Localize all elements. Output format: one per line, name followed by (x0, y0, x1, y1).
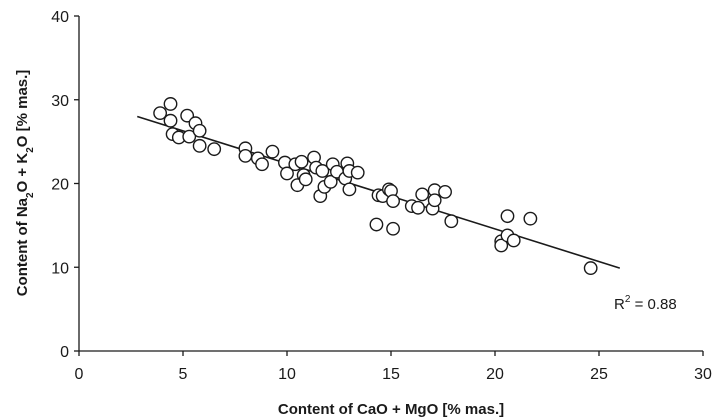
data-point (153, 106, 168, 121)
data-point (411, 200, 425, 215)
x-tick-label: 25 (590, 366, 608, 383)
x-tick-label: 15 (382, 366, 400, 383)
data-point (192, 123, 207, 138)
y-tick-label: 30 (51, 93, 69, 110)
data-point (255, 157, 269, 172)
data-point (506, 233, 521, 248)
data-point (444, 214, 459, 229)
data-point (323, 174, 338, 189)
data-point (350, 165, 365, 180)
data-point (438, 184, 452, 199)
x-tick-label: 30 (694, 366, 712, 383)
data-point (163, 97, 178, 111)
x-tick-label: 5 (179, 366, 188, 383)
y-tick-label: 40 (51, 9, 69, 26)
r-squared-annotation: R2 = 0.88 (614, 294, 677, 313)
data-point (207, 142, 222, 157)
x-tick-label: 0 (75, 366, 84, 383)
data-point (494, 238, 509, 253)
y-tick-label: 0 (60, 344, 69, 361)
data-point (265, 144, 280, 159)
x-tick-label: 20 (486, 366, 504, 383)
data-point (427, 193, 442, 208)
y-axis-title: Content of Na2O + K2O [% mas.] (14, 70, 36, 297)
x-axis-ticks: 0 5 10 15 20 25 30 (75, 351, 712, 383)
data-point (369, 217, 384, 232)
data-point (280, 166, 294, 181)
y-tick-label: 20 (51, 177, 69, 194)
data-point (583, 261, 598, 275)
data-point (342, 182, 357, 197)
data-point (500, 209, 515, 224)
data-point (315, 164, 330, 178)
y-axis-ticks: 0 10 20 30 40 (51, 9, 79, 361)
data-point (298, 172, 313, 187)
data-point (294, 154, 309, 169)
data-point (182, 129, 197, 144)
data-point (238, 148, 253, 163)
data-point (386, 221, 400, 236)
data-points (153, 97, 598, 275)
data-point (523, 211, 538, 226)
data-point (386, 194, 400, 208)
x-axis-title: Content of CaO + MgO [% mas.] (278, 401, 504, 418)
data-point (163, 113, 178, 128)
data-point (415, 187, 430, 202)
y-tick-label: 10 (51, 260, 69, 277)
x-tick-label: 10 (278, 366, 296, 383)
data-point (192, 138, 207, 153)
